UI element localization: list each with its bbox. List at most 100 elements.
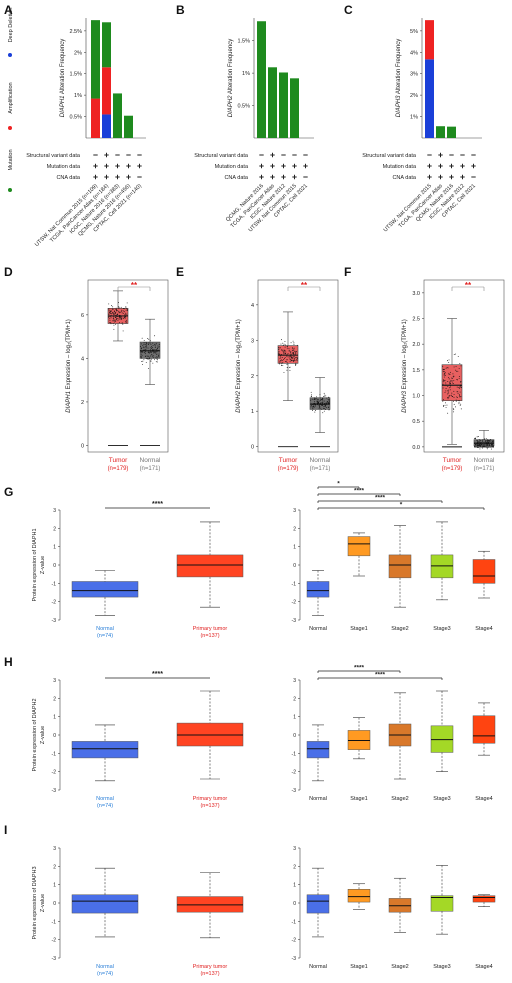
gepia-point — [459, 385, 461, 387]
gepia-point — [314, 406, 316, 408]
gepia-point — [143, 346, 144, 348]
gepia-point — [122, 308, 124, 309]
gepia-point — [278, 351, 280, 352]
gepia-point — [322, 404, 324, 406]
gepia-point — [157, 353, 159, 355]
gepia-point — [155, 352, 157, 354]
gepia-point — [453, 400, 454, 402]
gepia-point — [145, 344, 147, 346]
alt-row-label: Structural variant data — [26, 153, 81, 159]
gepia-point — [457, 391, 459, 393]
cptac-x-n-primary: (n=137) — [200, 803, 219, 809]
gepia-point — [480, 439, 481, 441]
cptac-x-label-primary: Primary tumor — [193, 796, 228, 802]
gepia-point — [115, 307, 117, 309]
gepia-point — [294, 363, 296, 365]
gepia-point — [487, 440, 489, 441]
gepia-point — [283, 359, 285, 361]
cptac-y-tick-label-right: -1 — [292, 751, 297, 757]
cptac-y-tick-label: 1 — [53, 545, 56, 551]
gepia-point — [282, 362, 284, 363]
cptac-y-tick-label-right: 0 — [293, 563, 296, 569]
cptac-y-tick-label: -3 — [52, 618, 57, 624]
gepia-point — [285, 344, 286, 346]
gepia-point — [310, 405, 312, 406]
gepia-point — [326, 397, 328, 399]
gepia-x-n-tumor: (n=179) — [278, 466, 299, 472]
gepia-point — [293, 356, 295, 358]
gepia-point — [456, 386, 458, 388]
gepia-point — [288, 349, 290, 351]
gepia-point — [443, 399, 445, 401]
alt-y-label-rest: Alteration Frequency — [228, 39, 234, 96]
gepia-point — [319, 400, 321, 402]
gepia-point — [148, 342, 150, 344]
gepia-point — [156, 356, 158, 358]
gepia-x-n-tumor: (n=179) — [108, 466, 129, 472]
gepia-point — [122, 310, 124, 312]
gepia-point — [296, 344, 298, 346]
gepia-point — [310, 406, 312, 408]
gepia-point — [320, 407, 322, 409]
gepia-point — [146, 345, 147, 347]
gepia-point — [115, 318, 117, 320]
gepia-point — [140, 353, 142, 355]
alt-y-label-gene: DIAPH3 — [396, 95, 402, 117]
gepia-sig-label: ** — [301, 281, 308, 290]
gepia-point — [290, 350, 292, 352]
gepia-point — [114, 320, 116, 322]
gepia-point — [442, 400, 444, 402]
gepia-point — [286, 346, 288, 348]
gepia-point — [323, 403, 325, 405]
gepia-y-label: DIAPH3 Expression – log₂(TPM+1) — [402, 319, 408, 413]
alt-y-tick-label: 0.5% — [69, 115, 82, 121]
alt-bar-mutation — [113, 93, 122, 138]
gepia-point — [122, 323, 124, 325]
gepia-point — [152, 351, 154, 353]
cptac-stage-label: Stage3 — [433, 626, 450, 632]
cptac-box — [71, 581, 139, 598]
gepia-point — [326, 402, 327, 404]
gepia-point — [444, 379, 446, 381]
gepia-point — [149, 348, 151, 350]
gepia-point — [113, 314, 115, 316]
gepia-point — [320, 402, 321, 404]
gepia-point — [485, 441, 487, 443]
gepia-point — [319, 403, 321, 405]
gepia-point — [112, 317, 114, 319]
gepia-point — [315, 405, 317, 407]
gepia-point — [141, 343, 142, 345]
gepia-point — [444, 368, 446, 370]
gepia-point — [481, 444, 482, 445]
gepia-point — [109, 310, 111, 312]
gepia-point — [142, 345, 144, 346]
gepia-point — [125, 322, 127, 324]
gepia-point — [125, 309, 127, 311]
gepia-point — [328, 399, 330, 401]
panel-letter-b: B — [176, 3, 185, 17]
gepia-point — [313, 399, 315, 401]
gepia-point — [324, 408, 326, 409]
gepia-point — [281, 363, 283, 364]
gepia-point — [157, 346, 159, 348]
gepia-point — [491, 445, 493, 447]
gepia-point — [283, 352, 285, 354]
gepia-point — [460, 381, 462, 383]
gepia-point — [455, 406, 457, 408]
gepia-point — [157, 345, 159, 347]
gepia-y-tick-label: 2.0 — [412, 342, 420, 348]
cptac-x-label-primary: Primary tumor — [193, 964, 228, 970]
gepia-point — [283, 351, 285, 353]
alt-bar-amplification — [102, 67, 111, 115]
gepia-point — [112, 323, 114, 324]
gepia-point — [460, 396, 462, 398]
cptac-y-label-2: Z-value — [40, 894, 46, 912]
gepia-point — [115, 323, 117, 325]
gepia-point — [283, 353, 285, 355]
gepia-point — [110, 322, 112, 324]
gepia-point — [290, 355, 292, 357]
gepia-point — [312, 406, 314, 408]
gepia-x-n-normal: (n=171) — [310, 466, 331, 472]
gepia-point — [152, 362, 154, 364]
